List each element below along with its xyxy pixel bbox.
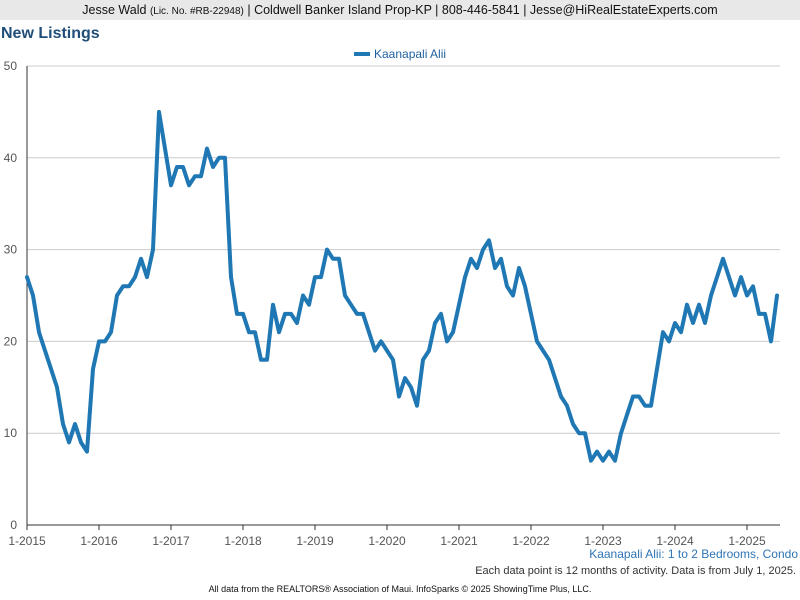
legend-label: Kaanapali Alii xyxy=(374,47,446,61)
x-tick-labels: 1-2015 1-2016 1-2017 1-2018 1-2019 1-2020 1-20… xyxy=(8,534,766,548)
series-layer xyxy=(25,109,779,463)
series-line xyxy=(25,109,779,463)
footer-credit: All data from the REALTORS® Association … xyxy=(208,584,592,594)
x-tick-label: 1-2021 xyxy=(440,534,478,548)
chart-subtitle: Kaanapali Alii: 1 to 2 Bedrooms, Condo xyxy=(589,547,798,561)
legend: Kaanapali Alii xyxy=(354,47,446,61)
agent-name: Jesse Wald xyxy=(82,3,147,17)
y-tick-label: 30 xyxy=(4,243,18,257)
x-tick-label: 1-2018 xyxy=(224,534,262,548)
x-tick-label: 1-2024 xyxy=(656,534,694,548)
chart-title: New Listings xyxy=(1,25,100,42)
y-tick-labels: 0 10 20 30 40 50 xyxy=(4,59,18,532)
agent-contact-details: | Coldwell Banker Island Prop-KP | 808-4… xyxy=(243,3,718,17)
x-tick-label: 1-2023 xyxy=(584,534,622,548)
y-tick-label: 40 xyxy=(4,151,18,165)
y-tick-label: 0 xyxy=(10,518,17,532)
agent-header-bar: Jesse Wald (Lic. No. #RB-22948) | Coldwe… xyxy=(0,0,800,20)
x-tick-label: 1-2019 xyxy=(296,534,334,548)
y-tick-label: 50 xyxy=(4,59,18,73)
x-tick-label: 1-2017 xyxy=(152,534,190,548)
agent-license: (Lic. No. #RB-22948) xyxy=(149,6,244,17)
x-tick-label: 1-2016 xyxy=(80,534,118,548)
data-note: Each data point is 12 months of activity… xyxy=(475,565,796,577)
y-tick-label: 10 xyxy=(4,426,18,440)
x-tick-label: 1-2025 xyxy=(728,534,766,548)
x-tick-label: 1-2020 xyxy=(368,534,406,548)
y-tick-label: 20 xyxy=(4,334,18,348)
axes xyxy=(26,66,780,530)
x-tick-label: 1-2022 xyxy=(512,534,550,548)
x-tick-label: 1-2015 xyxy=(8,534,46,548)
